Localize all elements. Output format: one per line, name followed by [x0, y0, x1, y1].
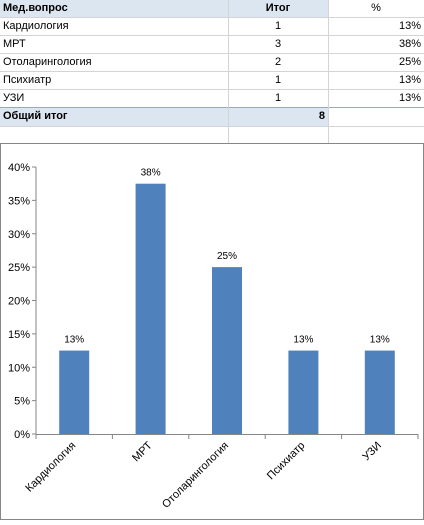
table-cell-name[interactable]: Кардиология — [3, 20, 69, 32]
y-tick-label: 25% — [8, 262, 30, 274]
gridline — [0, 126, 424, 127]
bar[interactable] — [212, 267, 242, 434]
table-cell-percent[interactable]: 13% — [398, 92, 421, 104]
table-cell-name[interactable]: Отоларингология — [3, 56, 92, 68]
y-tick-label: 40% — [8, 162, 30, 174]
bar[interactable] — [364, 350, 395, 434]
table-cell-percent[interactable]: 13% — [398, 20, 421, 32]
table-cell-count[interactable]: 2 — [274, 56, 282, 68]
table-cell-percent[interactable]: 13% — [398, 74, 421, 86]
y-tick-label: 30% — [8, 229, 30, 241]
table-cell-name[interactable]: УЗИ — [3, 92, 25, 104]
bar[interactable] — [59, 350, 90, 434]
bar-chart-svg: 0%5%10%15%20%25%30%35%40%13%Кардиология3… — [0, 143, 424, 520]
gridline — [0, 17, 424, 18]
total-value-cell[interactable]: 8 — [228, 108, 328, 126]
data-label: 25% — [217, 251, 237, 262]
table-cell-name[interactable]: МРТ — [3, 38, 26, 50]
total-label-cell[interactable]: Общий итог — [0, 108, 228, 126]
gridline — [0, 35, 424, 36]
gridline — [0, 107, 424, 108]
y-tick-label: 5% — [14, 396, 30, 408]
gridline — [228, 0, 229, 143]
gridline — [0, 53, 424, 54]
gridline — [0, 89, 424, 90]
table-cell-percent[interactable]: 25% — [398, 56, 421, 68]
bar[interactable] — [288, 350, 319, 434]
header-cell-total[interactable]: Итог — [228, 0, 328, 17]
y-tick-label: 35% — [8, 195, 30, 207]
y-tick-label: 15% — [8, 329, 30, 341]
table-cell-count[interactable]: 1 — [274, 20, 282, 32]
bar-chart[interactable]: 0% 5% 10% 15% 20% 25% 30% 35% 40% 13% Кардиология 3… — [0, 143, 424, 520]
header-cell-question[interactable]: Мед.вопрос — [0, 0, 228, 17]
data-label: 13% — [64, 335, 84, 346]
table-cell-name[interactable]: Психиатр — [3, 74, 52, 86]
table-cell-count[interactable]: 3 — [274, 38, 282, 50]
bar[interactable] — [135, 183, 166, 434]
y-tick-label: 20% — [8, 296, 30, 308]
table-cell-count[interactable]: 1 — [274, 92, 282, 104]
table-cell-percent[interactable]: 38% — [398, 38, 421, 50]
data-label: 13% — [293, 335, 313, 346]
gridline — [328, 0, 329, 143]
y-tick-label: 0% — [14, 429, 30, 441]
y-tick-label: 10% — [8, 362, 30, 374]
data-label: 13% — [370, 335, 390, 346]
gridline — [0, 71, 424, 72]
header-cell-percent[interactable]: % — [371, 2, 381, 14]
table-cell-count[interactable]: 1 — [274, 74, 282, 86]
data-label: 38% — [141, 168, 161, 179]
